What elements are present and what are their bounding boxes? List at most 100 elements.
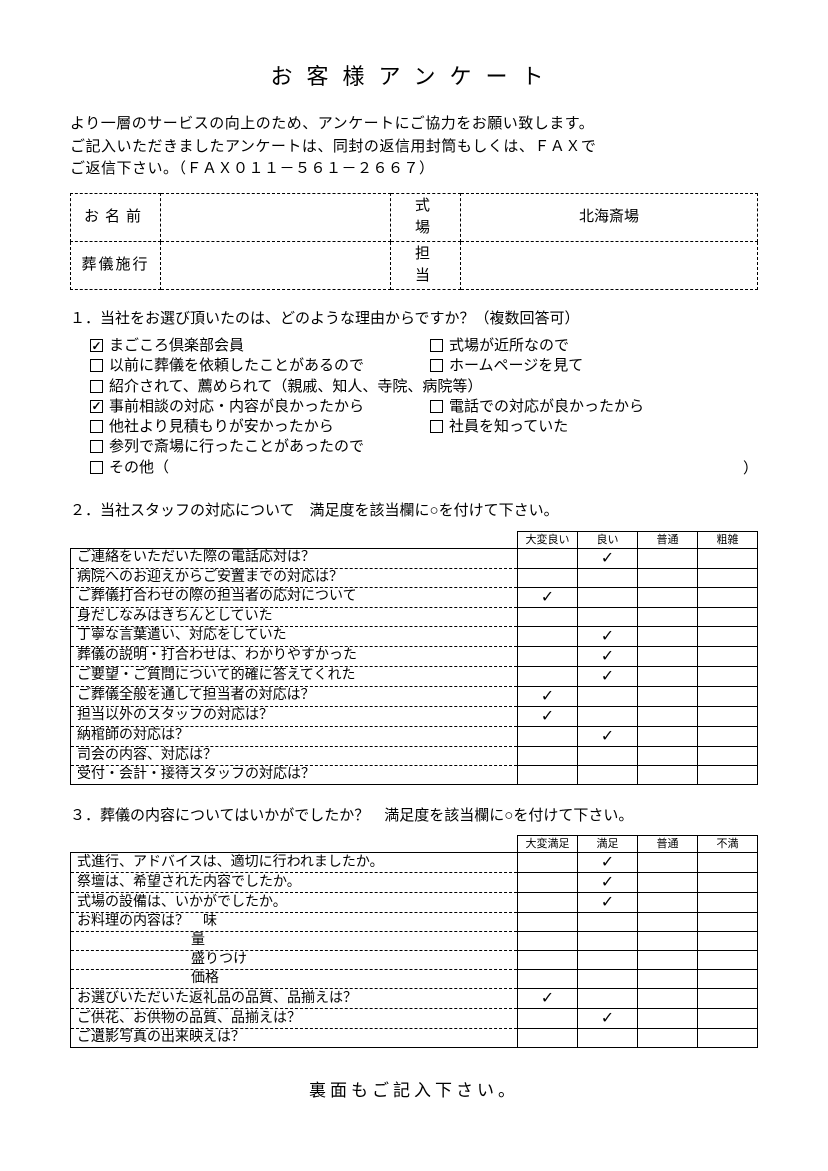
rating-cell[interactable] bbox=[518, 746, 578, 765]
rating-cell[interactable] bbox=[518, 853, 578, 873]
rating-cell[interactable] bbox=[518, 970, 578, 989]
rating-cell[interactable]: ✓ bbox=[578, 726, 638, 746]
rating-cell[interactable] bbox=[638, 626, 698, 646]
rating-cell[interactable] bbox=[638, 706, 698, 726]
rating-cell[interactable]: ✓ bbox=[518, 686, 578, 706]
rating-cell[interactable] bbox=[638, 989, 698, 1009]
rating-cell[interactable] bbox=[698, 1029, 758, 1048]
rating-cell[interactable] bbox=[698, 989, 758, 1009]
rating-cell[interactable] bbox=[698, 568, 758, 587]
rating-cell[interactable] bbox=[578, 1029, 638, 1048]
rating-cell[interactable] bbox=[698, 1009, 758, 1029]
rating-cell[interactable] bbox=[638, 951, 698, 970]
rating-cell[interactable] bbox=[518, 873, 578, 893]
rating-cell[interactable] bbox=[638, 548, 698, 568]
q1-option[interactable]: 社員を知っていた bbox=[430, 417, 758, 437]
service-value[interactable] bbox=[161, 241, 391, 289]
rating-cell[interactable]: ✓ bbox=[518, 706, 578, 726]
rating-cell[interactable] bbox=[518, 726, 578, 746]
rating-cell[interactable] bbox=[638, 913, 698, 932]
rating-cell[interactable] bbox=[518, 913, 578, 932]
rating-cell[interactable] bbox=[638, 893, 698, 913]
rating-cell[interactable] bbox=[698, 873, 758, 893]
checkbox-icon[interactable] bbox=[90, 380, 103, 393]
rating-cell[interactable] bbox=[698, 626, 758, 646]
rating-cell[interactable] bbox=[578, 607, 638, 626]
rating-cell[interactable] bbox=[578, 686, 638, 706]
q1-option[interactable]: 他社より見積もりが安かったから bbox=[90, 417, 430, 437]
rating-cell[interactable] bbox=[578, 706, 638, 726]
rating-cell[interactable] bbox=[518, 626, 578, 646]
rating-cell[interactable] bbox=[578, 913, 638, 932]
rating-cell[interactable] bbox=[698, 548, 758, 568]
checkbox-icon[interactable] bbox=[90, 400, 103, 413]
rating-cell[interactable] bbox=[578, 568, 638, 587]
rating-cell[interactable]: ✓ bbox=[578, 893, 638, 913]
rating-cell[interactable] bbox=[518, 932, 578, 951]
q1-option[interactable]: その他（ bbox=[90, 458, 743, 481]
rating-cell[interactable] bbox=[698, 646, 758, 666]
q1-option[interactable]: ホームページを見て bbox=[430, 356, 758, 376]
rating-cell[interactable] bbox=[578, 587, 638, 607]
rating-cell[interactable] bbox=[638, 1009, 698, 1029]
checkbox-icon[interactable] bbox=[430, 420, 443, 433]
q1-option[interactable]: 電話での対応が良かったから bbox=[430, 397, 758, 417]
rating-cell[interactable] bbox=[638, 765, 698, 784]
rating-cell[interactable] bbox=[578, 746, 638, 765]
q1-option[interactable]: まごころ倶楽部会員 bbox=[90, 336, 430, 356]
rating-cell[interactable] bbox=[698, 726, 758, 746]
rating-cell[interactable] bbox=[698, 607, 758, 626]
q1-option[interactable]: 式場が近所なので bbox=[430, 336, 758, 356]
rating-cell[interactable] bbox=[638, 686, 698, 706]
rating-cell[interactable] bbox=[698, 893, 758, 913]
q1-option[interactable]: 紹介されて、薦められて（親戚、知人、寺院、病院等） bbox=[90, 377, 758, 397]
rating-cell[interactable] bbox=[638, 607, 698, 626]
rating-cell[interactable] bbox=[638, 568, 698, 587]
rating-cell[interactable] bbox=[518, 765, 578, 784]
rating-cell[interactable]: ✓ bbox=[578, 548, 638, 568]
rating-cell[interactable] bbox=[638, 970, 698, 989]
rating-cell[interactable] bbox=[518, 646, 578, 666]
rating-cell[interactable]: ✓ bbox=[578, 626, 638, 646]
rating-cell[interactable] bbox=[698, 706, 758, 726]
q1-option[interactable]: 以前に葬儀を依頼したことがあるので bbox=[90, 356, 430, 376]
checkbox-icon[interactable] bbox=[90, 440, 103, 453]
checkbox-icon[interactable] bbox=[430, 339, 443, 352]
rating-cell[interactable] bbox=[638, 726, 698, 746]
checkbox-icon[interactable] bbox=[430, 400, 443, 413]
rating-cell[interactable] bbox=[698, 765, 758, 784]
venue-value[interactable]: 北海斎場 bbox=[461, 193, 758, 241]
checkbox-icon[interactable] bbox=[430, 359, 443, 372]
checkbox-icon[interactable] bbox=[90, 461, 103, 474]
rating-cell[interactable] bbox=[698, 666, 758, 686]
rating-cell[interactable] bbox=[578, 932, 638, 951]
rating-cell[interactable] bbox=[578, 989, 638, 1009]
rating-cell[interactable] bbox=[518, 893, 578, 913]
rating-cell[interactable] bbox=[698, 951, 758, 970]
rating-cell[interactable] bbox=[518, 568, 578, 587]
rating-cell[interactable] bbox=[638, 646, 698, 666]
checkbox-icon[interactable] bbox=[90, 339, 103, 352]
rating-cell[interactable] bbox=[518, 548, 578, 568]
rating-cell[interactable] bbox=[698, 932, 758, 951]
rating-cell[interactable] bbox=[518, 1009, 578, 1029]
rating-cell[interactable] bbox=[638, 873, 698, 893]
rating-cell[interactable] bbox=[698, 970, 758, 989]
rating-cell[interactable] bbox=[698, 587, 758, 607]
staff-value[interactable] bbox=[461, 241, 758, 289]
q1-option[interactable]: 事前相談の対応・内容が良かったから bbox=[90, 397, 430, 417]
rating-cell[interactable] bbox=[698, 853, 758, 873]
rating-cell[interactable] bbox=[578, 951, 638, 970]
rating-cell[interactable] bbox=[698, 746, 758, 765]
rating-cell[interactable] bbox=[518, 1029, 578, 1048]
rating-cell[interactable] bbox=[638, 746, 698, 765]
rating-cell[interactable] bbox=[518, 666, 578, 686]
q1-option[interactable]: 参列で斎場に行ったことがあったので bbox=[90, 437, 758, 457]
rating-cell[interactable] bbox=[638, 1029, 698, 1048]
rating-cell[interactable]: ✓ bbox=[578, 666, 638, 686]
rating-cell[interactable]: ✓ bbox=[578, 1009, 638, 1029]
rating-cell[interactable]: ✓ bbox=[578, 853, 638, 873]
checkbox-icon[interactable] bbox=[90, 420, 103, 433]
checkbox-icon[interactable] bbox=[90, 359, 103, 372]
rating-cell[interactable] bbox=[698, 686, 758, 706]
